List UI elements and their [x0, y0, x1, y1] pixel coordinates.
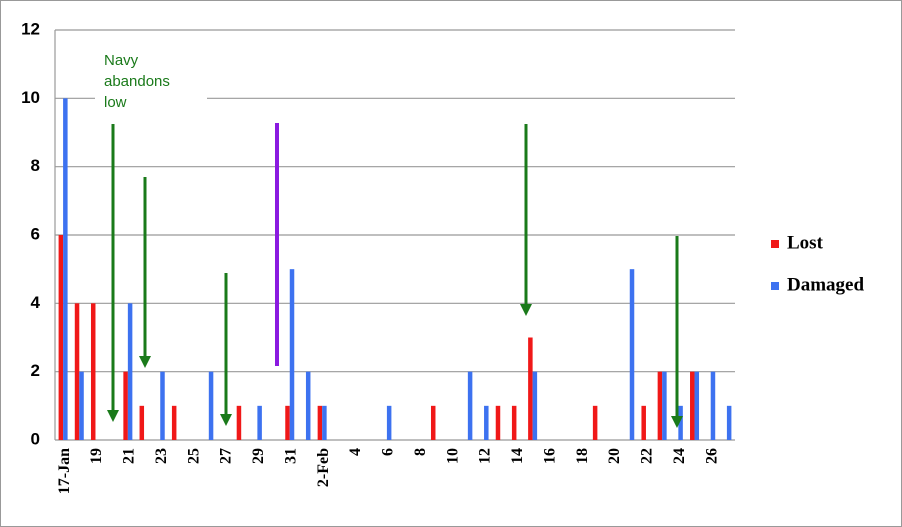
bar — [58, 235, 64, 440]
bar — [657, 371, 663, 440]
x-tick-label: 24 — [671, 448, 688, 464]
x-tick-label: 21 — [121, 448, 138, 464]
bar — [63, 98, 68, 440]
y-tick-label: 4 — [31, 293, 41, 312]
bar — [322, 405, 327, 440]
bar — [430, 405, 436, 440]
x-tick-label: 22 — [639, 448, 656, 464]
bar — [127, 303, 133, 440]
y-tick-label: 12 — [21, 19, 40, 38]
bar — [317, 405, 323, 440]
x-tick-label: 17-Jan — [56, 448, 73, 494]
y-tick-label: 2 — [31, 361, 40, 380]
bar — [467, 371, 473, 440]
x-tick-label: 14 — [509, 448, 526, 464]
bar — [641, 405, 646, 440]
bar — [257, 405, 262, 440]
bar — [662, 371, 667, 440]
y-tick-label: 6 — [31, 224, 40, 243]
x-tick-label: 27 — [218, 448, 235, 464]
bar — [285, 405, 290, 440]
bar — [511, 405, 517, 440]
x-tick-label: 29 — [250, 448, 267, 464]
bar — [74, 303, 80, 440]
bar — [710, 371, 716, 440]
x-tick-label: 19 — [88, 448, 105, 464]
x-tick-label: 8 — [412, 448, 429, 456]
bar — [532, 371, 538, 440]
bar — [79, 371, 84, 440]
annotation-arrows — [107, 123, 683, 428]
annotation-box — [95, 85, 207, 109]
x-tick-label: 4 — [347, 448, 364, 456]
bar — [171, 405, 177, 440]
x-tick-label: 31 — [282, 448, 299, 464]
x-tick-label: 12 — [477, 448, 494, 464]
bar — [726, 405, 732, 440]
bar — [629, 269, 635, 440]
x-tick-label: 2-Feb — [315, 448, 332, 487]
x-tick-label: 20 — [606, 448, 623, 464]
legend-label: Lost — [787, 232, 824, 253]
bar — [484, 405, 489, 440]
bar — [528, 337, 533, 440]
bar — [236, 405, 242, 440]
x-tick-label: 18 — [574, 448, 591, 464]
bar — [694, 371, 700, 440]
x-tick-label: 10 — [444, 448, 461, 464]
annotation: Navy abandons low — [104, 52, 170, 111]
bar — [289, 269, 295, 440]
y-tick-label: 10 — [21, 88, 40, 107]
bar — [495, 405, 501, 440]
bar — [208, 371, 214, 440]
bar — [123, 371, 128, 440]
x-tick-label: 16 — [541, 448, 558, 464]
bar — [690, 371, 695, 440]
y-tick-label: 8 — [31, 156, 40, 175]
bar — [139, 405, 145, 440]
x-tick-label: 6 — [380, 448, 397, 456]
bar — [678, 405, 683, 440]
bar — [305, 371, 311, 440]
legend-label: Damaged — [787, 274, 864, 295]
x-tick-label: 26 — [703, 448, 720, 464]
legend-swatch — [771, 282, 779, 290]
bar — [386, 405, 392, 440]
legend-swatch — [771, 240, 779, 248]
bar — [90, 303, 96, 440]
bar — [592, 405, 598, 440]
x-tick-label: 25 — [185, 448, 202, 464]
bar — [160, 371, 165, 440]
y-tick-label: 0 — [31, 429, 40, 448]
x-tick-label: 23 — [153, 448, 170, 464]
